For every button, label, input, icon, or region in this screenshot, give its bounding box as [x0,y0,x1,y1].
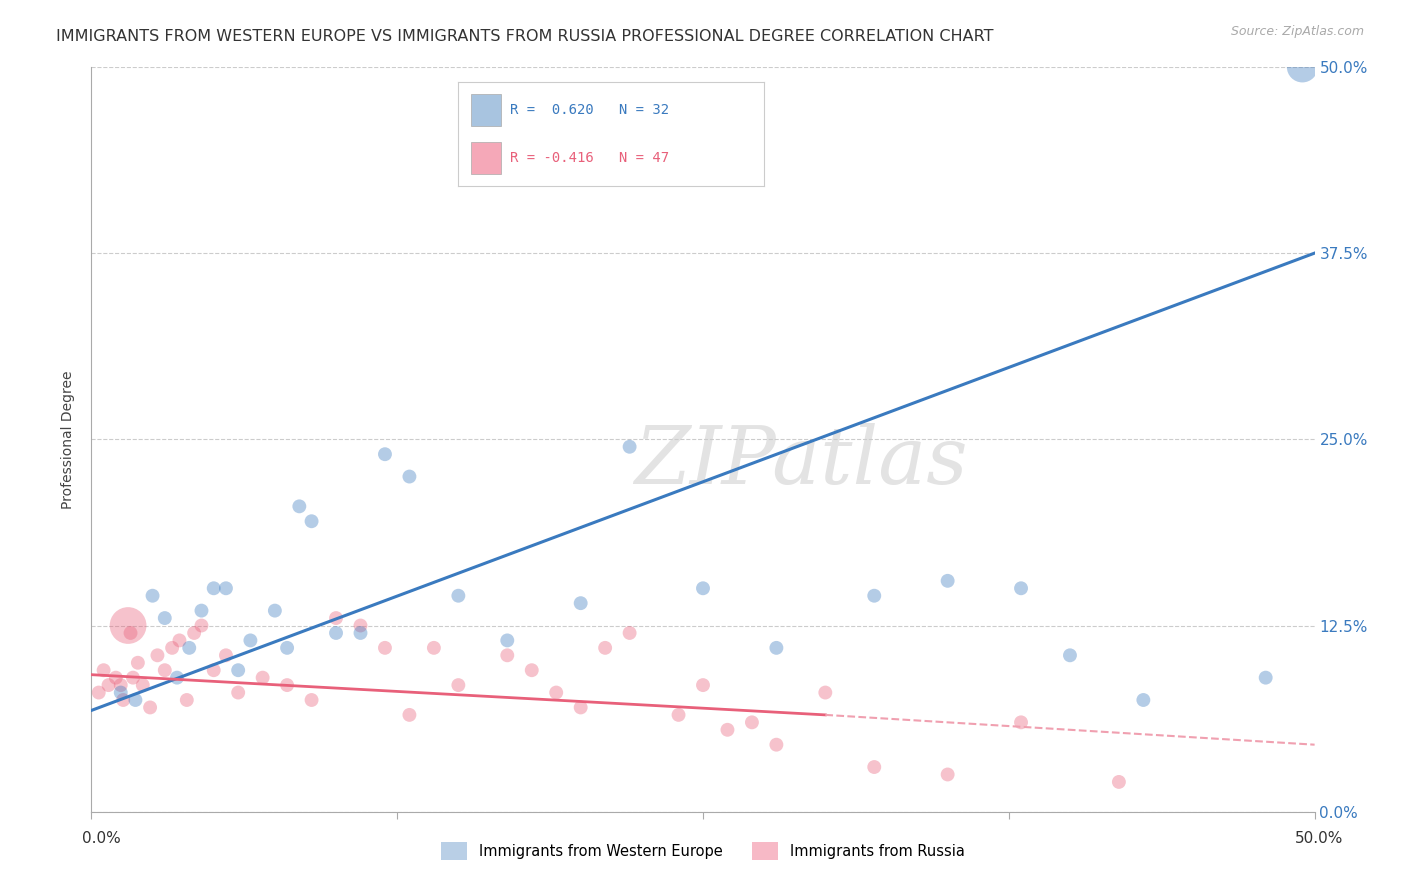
Point [176,693,198,707]
Point [398,469,420,483]
Point [169,633,191,648]
Point [814,685,837,699]
Point [202,663,225,677]
Point [349,626,371,640]
Point [936,574,959,588]
Point [1010,715,1032,730]
Point [1132,693,1154,707]
Point [87,685,110,699]
Point [374,640,396,655]
Point [520,663,543,677]
Point [215,582,238,596]
Point [160,640,183,655]
Point [190,604,212,618]
Point [325,611,347,625]
Point [863,589,886,603]
Point [153,611,176,625]
Point [288,500,311,514]
Legend: Immigrants from Western Europe, Immigrants from Russia: Immigrants from Western Europe, Immigran… [441,843,965,860]
Point [276,678,298,692]
Point [1254,671,1277,685]
Point [139,700,162,714]
Point [447,678,470,692]
Point [447,589,470,603]
Point [1010,582,1032,596]
Point [104,671,127,685]
Point [301,693,323,707]
Point [117,618,139,632]
Text: IMMIGRANTS FROM WESTERN EUROPE VS IMMIGRANTS FROM RUSSIA PROFESSIONAL DEGREE COR: IMMIGRANTS FROM WESTERN EUROPE VS IMMIGR… [56,29,994,44]
Point [252,671,274,685]
Point [741,715,763,730]
Point [127,656,149,670]
Point [215,648,238,663]
Point [765,640,787,655]
Point [301,514,323,528]
Point [936,767,959,781]
Point [146,648,169,663]
Point [593,640,616,655]
Point [692,678,714,692]
Point [183,626,205,640]
Point [546,685,568,699]
Point [863,760,886,774]
Point [202,582,225,596]
Point [141,589,163,603]
Text: 50.0%: 50.0% [1295,831,1343,846]
Text: ZIPatlas: ZIPatlas [634,423,967,500]
Y-axis label: Professional Degree: Professional Degree [62,370,76,508]
Point [569,700,592,714]
Point [1108,775,1130,789]
Point [179,640,201,655]
Point [190,618,212,632]
Point [110,685,132,699]
Point [325,626,347,640]
Point [110,678,132,692]
Point [97,678,120,692]
Point [1059,648,1081,663]
Text: Source: ZipAtlas.com: Source: ZipAtlas.com [1230,25,1364,38]
Point [569,596,592,610]
Point [239,633,262,648]
Point [93,663,115,677]
Point [496,633,519,648]
Point [124,693,146,707]
Point [120,626,142,640]
Point [692,582,714,596]
Point [374,447,396,461]
Point [276,640,298,655]
Point [226,685,249,699]
Text: 0.0%: 0.0% [82,831,121,846]
Point [112,693,135,707]
Point [765,738,787,752]
Point [122,671,145,685]
Point [496,648,519,663]
Point [166,671,188,685]
Point [1291,60,1313,74]
Point [226,663,249,677]
Point [619,440,641,454]
Point [716,723,738,737]
Point [398,707,420,722]
Point [153,663,176,677]
Point [264,604,287,618]
Point [619,626,641,640]
Point [423,640,446,655]
Point [668,707,690,722]
Point [349,618,371,632]
Point [132,678,155,692]
